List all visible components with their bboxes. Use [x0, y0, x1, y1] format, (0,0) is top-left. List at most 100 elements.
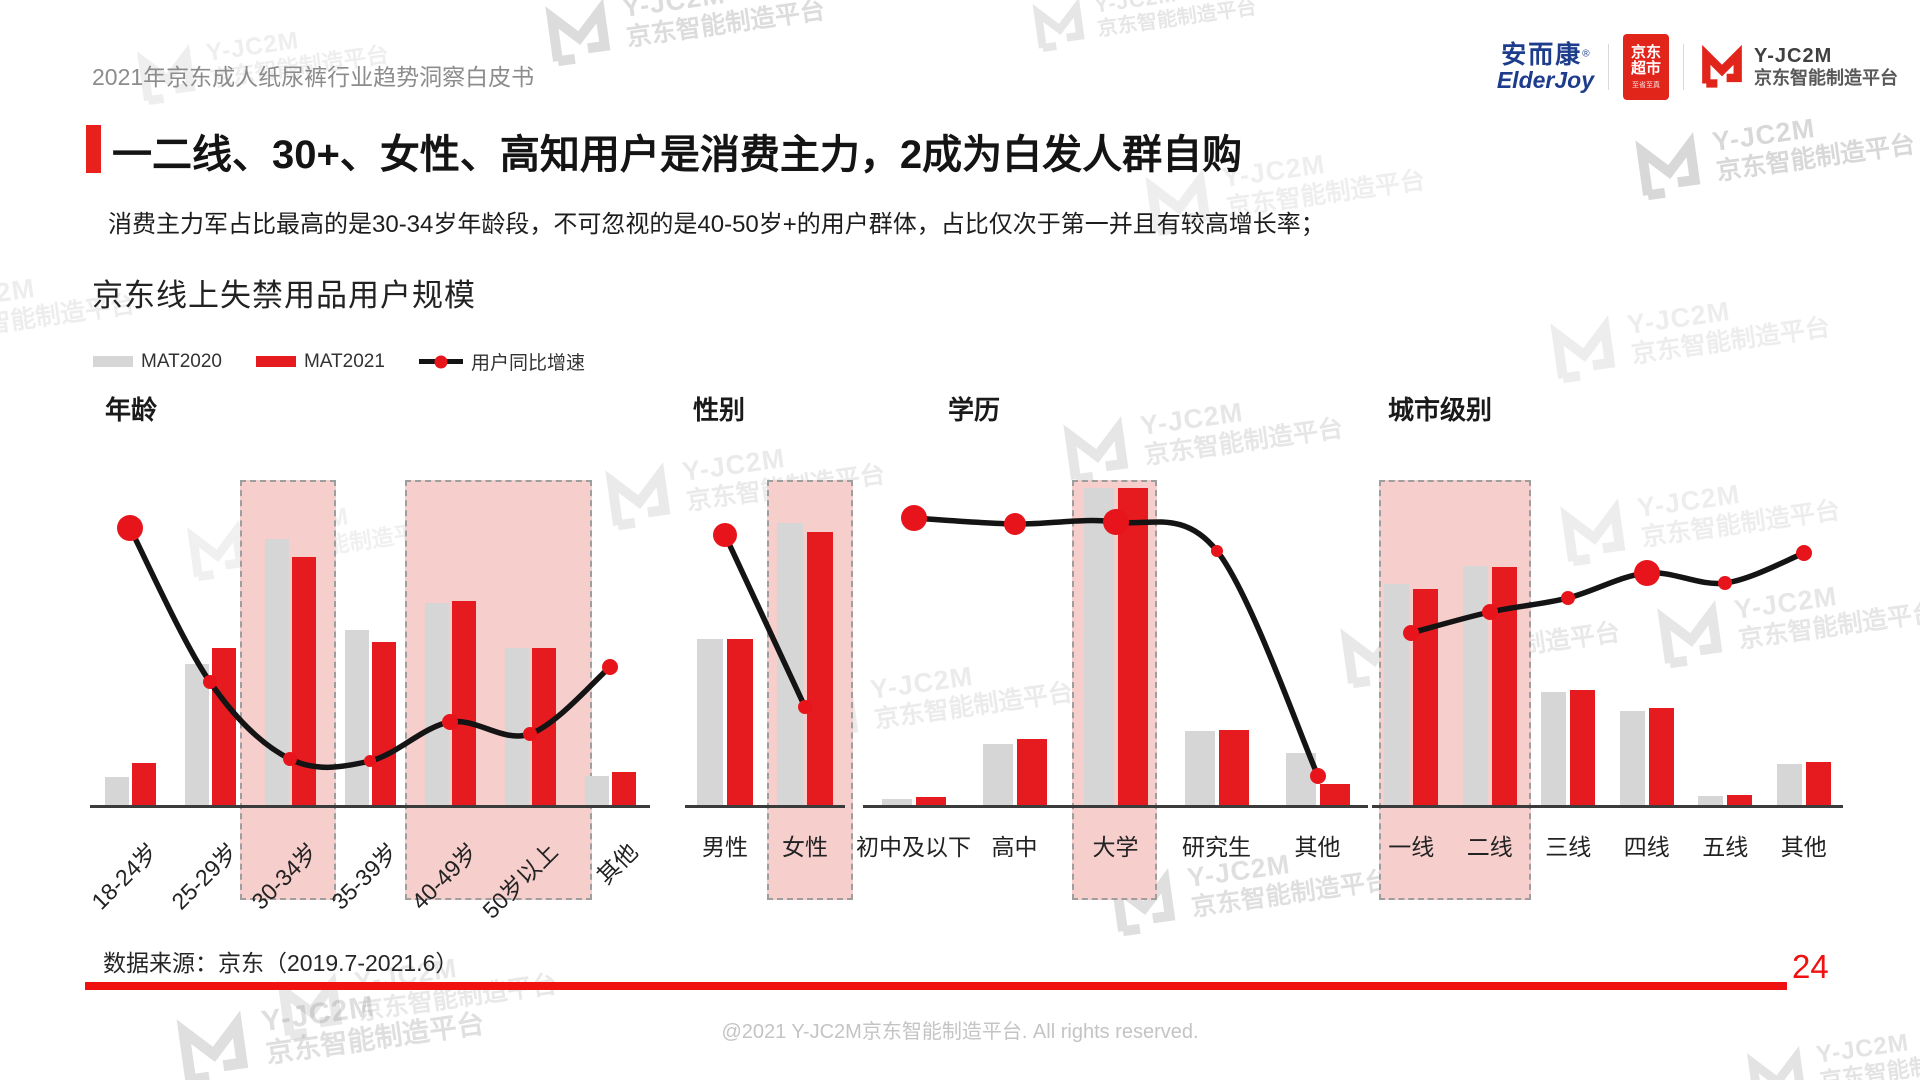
growth-dot [442, 714, 458, 730]
watermark-text: 京东智能制造平台 [1629, 313, 1832, 369]
category-label: 大学 [1092, 834, 1139, 860]
growth-dot [602, 659, 618, 675]
growth-dot [1211, 545, 1223, 557]
bar-mat2021 [1805, 762, 1831, 805]
elderjoy-logo: 安而康® ElderJoy [1496, 40, 1594, 94]
growth-dot [1403, 625, 1419, 641]
category-label: 女性 [782, 834, 828, 860]
chart-title-city-tier: 城市级别 [1388, 395, 1493, 425]
chart-panel-city-tier: 城市级别 一线 二线 三线 四线 五线 其他 [1372, 390, 1843, 900]
data-source-note: 数据来源：京东（2019.7-2021.6） [103, 950, 459, 976]
bar-mat2021 [1570, 690, 1596, 805]
slide-title: 一二线、30+、女性、高知用户是消费主力，2成为白发人群自购 [112, 133, 1243, 177]
bar-mat2020 [1083, 487, 1114, 805]
chart-panel-gender: 性别 男性 女性 [685, 390, 853, 900]
bar-mat2021 [727, 638, 753, 805]
category-label: 研究生 [1182, 834, 1251, 860]
growth-dot [364, 755, 376, 767]
growth-dot [901, 505, 927, 531]
bar-mat2020 [504, 647, 529, 805]
growth-dot [1796, 545, 1812, 561]
x-axis-city-tier [1372, 805, 1843, 808]
legend-item-growth: 用户同比增速 [418, 348, 585, 375]
elderjoy-cn: 安而康 [1501, 40, 1583, 69]
plot-area-city-tier [1372, 396, 1843, 805]
chart-panel-education: 学历 初中及以下 高中 大学 研究生 其他 [856, 390, 1368, 900]
watermark-text: Y-JC2M [1220, 149, 1328, 194]
elderjoy-wordmark: ElderJoy [1496, 67, 1594, 94]
bar-mat2021 [611, 772, 636, 805]
bar-mat2020 [1541, 692, 1567, 805]
growth-dot [1718, 576, 1732, 590]
category-label: 高中 [991, 834, 1038, 860]
bar-mat2020 [881, 798, 912, 805]
title-accent-bar [86, 125, 101, 173]
category-labels-gender: 男性 女性 [685, 814, 845, 914]
bar-mat2021 [1016, 739, 1047, 805]
jd-logo-slogan: 至省至真 [1632, 81, 1660, 89]
yjc2m-name: Y-JC2M [1754, 45, 1833, 68]
plot-area-gender [685, 396, 845, 805]
watermark-text: 京东智能制造平台 [1714, 130, 1917, 186]
growth-dot-icon [434, 355, 448, 368]
watermark-text: 京东智能制造平台 [624, 0, 827, 52]
chart-title-age: 年龄 [105, 395, 158, 425]
watermark: Y-JC2M京东智能制造平台 [1025, 0, 1258, 56]
chart-legend: MAT2020 MAT2021 用户同比增速 [93, 348, 619, 375]
growth-dot [1310, 768, 1326, 784]
mat2021-swatch-icon [255, 356, 296, 367]
bar-mat2021 [1727, 795, 1753, 805]
growth-line-gender [713, 523, 812, 714]
chart-title-education: 学历 [948, 395, 1001, 425]
bar-mat2020 [1698, 796, 1724, 805]
chart-heading: 京东线上失禁用品用户规模 [92, 278, 476, 313]
chart-panel-age: 年龄 18-24岁 25-29岁 30-34岁 35-39岁 40-49岁 50岁以上 其他 [86, 390, 650, 924]
bar-mat2021 [1319, 784, 1350, 805]
bar-mat2021 [1648, 708, 1674, 805]
category-label: 四线 [1623, 834, 1670, 860]
watermark-text: 京东智能制造平台 [1818, 1044, 1920, 1080]
growth-line-icon [418, 355, 463, 368]
bar-mat2020 [1184, 731, 1215, 805]
growth-dot [523, 727, 537, 741]
category-label: 初中及以下 [856, 834, 971, 860]
logo-divider [1608, 44, 1609, 90]
jd-supermarket-logo: 京东 超市 至省至真 [1623, 34, 1669, 100]
mat2020-swatch-icon [93, 356, 133, 367]
bar-mat2020 [344, 629, 369, 805]
growth-dot [1561, 591, 1575, 605]
watermark-text: 京东智能制造平台 [1096, 0, 1258, 41]
growth-dot [1482, 604, 1498, 620]
legend-item-mat2021: MAT2021 [255, 350, 385, 373]
category-label: 三线 [1545, 834, 1592, 860]
category-label: 五线 [1702, 834, 1749, 860]
category-labels-city-tier: 一线 二线 三线 四线 五线 其他 [1372, 814, 1843, 914]
yjc2m-m-icon [1698, 41, 1746, 94]
bar-mat2020 [1462, 565, 1488, 805]
watermark-text: Y-JC2M [1710, 113, 1818, 158]
category-labels-age: 18-24岁 25-29岁 30-34岁 35-39岁 40-49岁 50岁以上 其他 [86, 814, 650, 923]
yjc2m-subtitle: 京东智能制造平台 [1754, 68, 1898, 89]
growth-line-city-tier [1403, 545, 1812, 641]
bar-mat2021 [211, 648, 236, 805]
growth-line-age [117, 515, 618, 771]
legend-item-mat2020: MAT2020 [93, 351, 222, 373]
bar-mat2021 [451, 600, 476, 805]
watermark-text: Y-JC2M [1093, 0, 1255, 18]
category-label: 二线 [1466, 834, 1513, 860]
yjc2m-logo: Y-JC2M 京东智能制造平台 [1698, 41, 1898, 94]
legend-label: MAT2021 [303, 350, 385, 372]
bar-mat2021 [371, 642, 396, 805]
growth-dot [117, 515, 143, 541]
plot-area-age [90, 396, 650, 805]
x-axis-age [90, 805, 650, 808]
bar-mat2020 [982, 744, 1013, 805]
growth-dot [203, 675, 217, 689]
bar-mat2020 [777, 522, 803, 805]
growth-dot [798, 700, 812, 714]
bar-mat2020 [584, 775, 609, 805]
bar-mat2021 [1218, 730, 1249, 805]
